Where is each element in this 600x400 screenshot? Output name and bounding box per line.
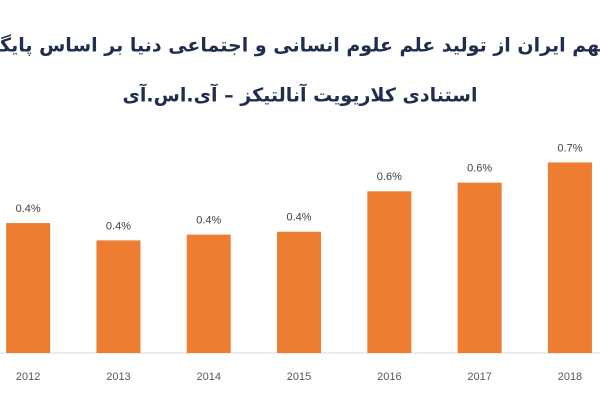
- x-tick-label: 2015: [287, 371, 311, 383]
- bar: [96, 240, 141, 353]
- bar: [547, 162, 592, 353]
- chart-title: استنادی کلاریویت آنالتیکز – آی.اس.آی: [123, 83, 478, 107]
- value-label: 0.6%: [467, 163, 492, 175]
- value-label: 0.4%: [196, 215, 221, 227]
- value-label: 0.4%: [106, 220, 131, 232]
- bar: [6, 223, 51, 353]
- value-label: 0.4%: [16, 203, 41, 215]
- x-tick-label: 2013: [106, 371, 130, 383]
- chart-title: سهم ایران از تولید علم علوم انسانی و اجت…: [0, 34, 600, 57]
- x-tick-label: 2017: [467, 371, 491, 383]
- bar: [277, 231, 322, 353]
- x-tick-label: 2012: [16, 371, 40, 383]
- x-tick-label: 2016: [377, 371, 401, 383]
- bar: [186, 234, 231, 353]
- x-tick-label: 2018: [558, 371, 582, 383]
- value-label: 0.4%: [287, 212, 312, 224]
- value-label: 0.7%: [557, 142, 582, 154]
- bar: [367, 191, 412, 353]
- bar: [457, 182, 502, 353]
- value-label: 0.6%: [377, 171, 402, 183]
- x-tick-label: 2014: [197, 371, 221, 383]
